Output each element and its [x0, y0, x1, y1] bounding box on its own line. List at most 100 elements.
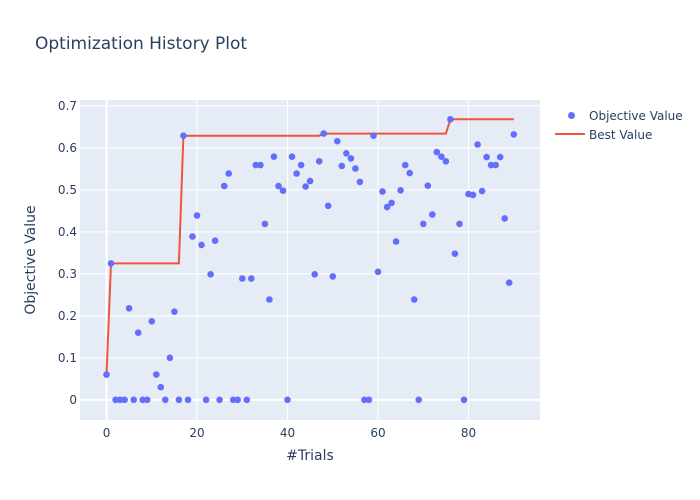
objective-value-markers: [103, 116, 518, 404]
data-point[interactable]: [383, 203, 391, 211]
data-point[interactable]: [239, 275, 246, 282]
data-point[interactable]: [338, 162, 346, 170]
data-point[interactable]: [496, 153, 504, 161]
data-point[interactable]: [162, 396, 169, 404]
data-point[interactable]: [424, 182, 432, 189]
data-point[interactable]: [157, 383, 165, 391]
data-point[interactable]: [456, 220, 463, 228]
data-point[interactable]: [243, 396, 251, 404]
data-point[interactable]: [492, 161, 500, 169]
data-point[interactable]: [148, 318, 156, 325]
data-point[interactable]: [153, 371, 160, 378]
data-point[interactable]: [180, 132, 187, 139]
data-point[interactable]: [302, 183, 309, 190]
data-point[interactable]: [261, 220, 269, 228]
data-point[interactable]: [361, 396, 368, 404]
data-point[interactable]: [315, 158, 323, 165]
axis-ticks: 0 0.1 0.2 0.3 0.4 0.5 0.6 0.7 0 20 40 60 80: [58, 99, 476, 440]
data-point[interactable]: [130, 396, 137, 404]
data-point[interactable]: [406, 169, 414, 177]
data-point[interactable]: [248, 275, 255, 282]
data-point[interactable]: [487, 161, 495, 169]
data-point[interactable]: [266, 296, 273, 303]
data-point[interactable]: [356, 178, 364, 186]
data-point[interactable]: [134, 329, 142, 337]
data-point[interactable]: [306, 177, 314, 185]
data-point[interactable]: [469, 191, 477, 199]
data-point[interactable]: [483, 153, 490, 161]
data-point[interactable]: [293, 170, 300, 177]
data-point[interactable]: [202, 396, 210, 404]
data-point[interactable]: [270, 153, 278, 160]
data-point[interactable]: [279, 187, 287, 194]
data-point[interactable]: [379, 188, 386, 195]
data-point[interactable]: [510, 131, 518, 138]
data-point[interactable]: [143, 396, 151, 404]
data-point[interactable]: [460, 396, 468, 404]
data-point[interactable]: [451, 250, 459, 257]
data-point[interactable]: [347, 155, 355, 162]
data-point[interactable]: [288, 153, 296, 160]
data-point[interactable]: [329, 273, 337, 280]
data-point[interactable]: [216, 396, 223, 404]
data-point[interactable]: [505, 279, 513, 287]
data-point[interactable]: [474, 141, 481, 148]
data-point[interactable]: [334, 137, 341, 145]
data-point[interactable]: [324, 202, 332, 210]
svg-text:80: 80: [461, 426, 476, 440]
legend-label: Best Value: [589, 127, 653, 142]
svg-text:0: 0: [103, 426, 111, 440]
data-point[interactable]: [107, 260, 115, 267]
chart-title: Optimization History Plot: [35, 34, 248, 54]
svg-text:0.3: 0.3: [58, 267, 77, 281]
data-point[interactable]: [297, 161, 305, 169]
data-point[interactable]: [352, 165, 359, 172]
data-point[interactable]: [220, 182, 228, 190]
data-point[interactable]: [184, 396, 192, 404]
data-point[interactable]: [478, 187, 486, 195]
data-point[interactable]: [234, 396, 241, 404]
data-point[interactable]: [397, 187, 404, 194]
data-point[interactable]: [121, 396, 128, 404]
data-point[interactable]: [171, 308, 178, 316]
data-point[interactable]: [103, 371, 110, 378]
data-point[interactable]: [211, 237, 219, 244]
data-point[interactable]: [442, 158, 450, 165]
data-point[interactable]: [275, 182, 282, 190]
data-point[interactable]: [320, 130, 328, 137]
data-point[interactable]: [410, 296, 418, 303]
data-point[interactable]: [343, 150, 350, 157]
legend-item-best-value[interactable]: Best Value: [555, 125, 683, 144]
data-point[interactable]: [198, 241, 205, 249]
data-point[interactable]: [175, 396, 183, 404]
data-point[interactable]: [284, 396, 291, 404]
data-point[interactable]: [415, 396, 423, 404]
data-point[interactable]: [433, 148, 441, 156]
data-point[interactable]: [401, 161, 409, 169]
data-point[interactable]: [374, 268, 382, 276]
data-point[interactable]: [388, 199, 395, 207]
data-point[interactable]: [252, 161, 260, 169]
svg-text:0.5: 0.5: [58, 183, 77, 197]
data-point[interactable]: [370, 132, 377, 139]
data-point[interactable]: [365, 396, 373, 404]
data-point[interactable]: [207, 271, 214, 278]
data-point[interactable]: [311, 271, 319, 278]
data-point[interactable]: [392, 238, 400, 245]
data-point[interactable]: [189, 233, 196, 240]
data-point[interactable]: [257, 161, 264, 169]
data-point[interactable]: [166, 354, 174, 362]
svg-text:0.1: 0.1: [58, 351, 77, 365]
line-icon: [555, 125, 595, 144]
data-point[interactable]: [193, 212, 201, 219]
data-point[interactable]: [420, 220, 427, 228]
svg-text:20: 20: [189, 426, 204, 440]
data-point[interactable]: [225, 170, 232, 177]
data-point[interactable]: [501, 215, 509, 222]
data-point[interactable]: [125, 305, 133, 312]
data-point[interactable]: [429, 211, 436, 218]
data-point[interactable]: [447, 116, 454, 123]
legend-item-objective-value[interactable]: Objective Value: [555, 106, 683, 125]
data-point[interactable]: [438, 153, 445, 160]
